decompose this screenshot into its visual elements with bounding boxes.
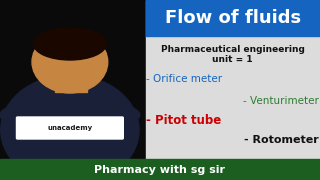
Text: unit = 1: unit = 1 (212, 55, 253, 64)
Bar (0, 0, 146, 180)
Text: Pharmaceutical engineering: Pharmaceutical engineering (161, 46, 305, 55)
Ellipse shape (0, 104, 58, 126)
Text: - Orifice meter: - Orifice meter (146, 74, 222, 84)
Text: - Pitot tube: - Pitot tube (146, 114, 221, 127)
Ellipse shape (1, 75, 139, 180)
Text: Pharmacy with sg sir: Pharmacy with sg sir (94, 165, 226, 175)
FancyBboxPatch shape (16, 117, 123, 139)
Text: - Rotometer: - Rotometer (244, 135, 318, 145)
Bar (55, 74, 87, 92)
Ellipse shape (32, 31, 108, 93)
Text: - Venturimeter: - Venturimeter (243, 96, 318, 106)
Bar (146, 0, 320, 36)
Text: Flow of fluids: Flow of fluids (165, 9, 301, 27)
Ellipse shape (82, 104, 140, 126)
Bar (146, 0, 320, 159)
Ellipse shape (34, 28, 106, 60)
Text: unacademy: unacademy (47, 125, 92, 131)
Bar (0, 159, 320, 180)
